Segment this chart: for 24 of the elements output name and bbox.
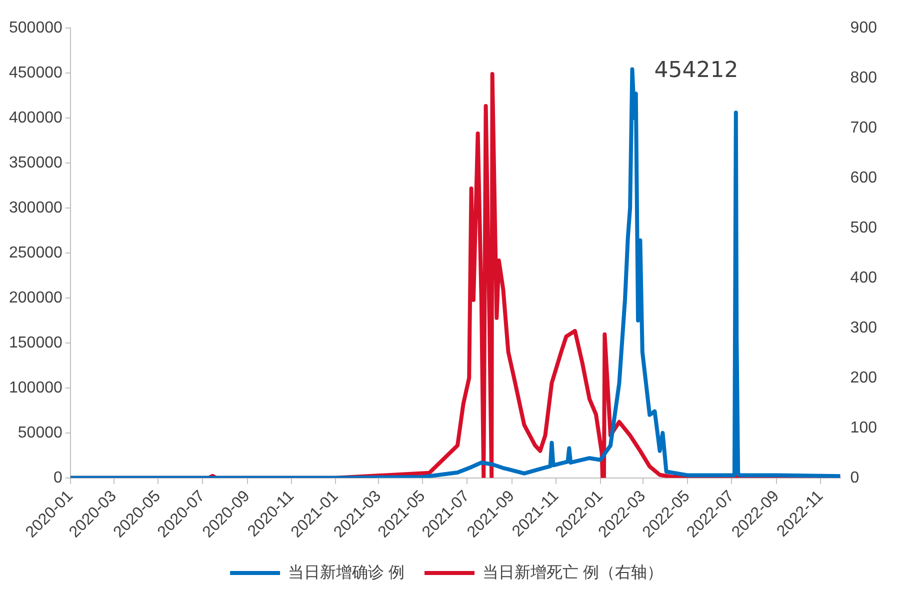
y-tick-label: 100000	[9, 379, 62, 396]
y-tick-label: 450000	[9, 64, 62, 82]
y2-tick-label: 600	[850, 169, 878, 186]
y2-tick-label: 0	[850, 469, 860, 486]
y-tick-label: 250000	[9, 244, 62, 262]
y2-tick-label: 700	[850, 119, 878, 136]
y-tick-label: 50000	[18, 424, 62, 442]
y-tick-label: 400000	[9, 109, 62, 126]
y-tick-label: 200000	[9, 289, 62, 306]
y-tick-label: 0	[53, 469, 62, 486]
legend-label: 当日新增死亡 例（右轴）	[482, 563, 663, 582]
annotation: 454212	[654, 58, 738, 83]
y2-tick-label: 500	[850, 219, 878, 236]
y-tick-label: 150000	[9, 334, 62, 352]
y2-tick-label: 200	[850, 369, 878, 386]
y2-tick-label: 300	[850, 319, 878, 336]
legend-label: 当日新增确诊 例	[288, 563, 405, 582]
y2-tick-label: 900	[850, 19, 878, 36]
y-tick-label: 500000	[9, 19, 62, 36]
y2-tick-label: 100	[850, 419, 878, 436]
y-tick-label: 350000	[9, 154, 62, 172]
y-tick-label: 300000	[9, 199, 62, 216]
y2-tick-label: 400	[850, 269, 878, 286]
y2-tick-label: 800	[850, 69, 878, 86]
